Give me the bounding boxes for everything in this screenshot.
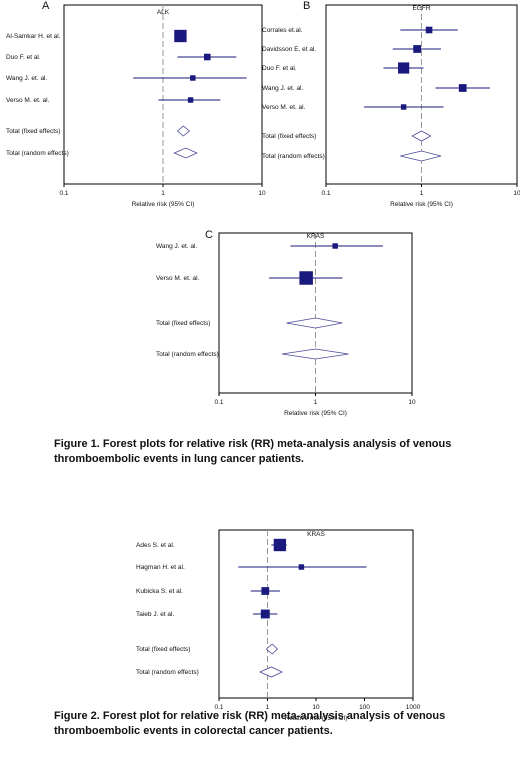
study-label: Duo F. et al.	[6, 54, 41, 61]
plot-frame	[63, 4, 263, 185]
pooled-label: Total (fixed effects)	[136, 646, 190, 653]
panel-letter-a: A	[42, 0, 50, 12]
plot-title: ALK	[157, 9, 170, 16]
forest-plot-kras-colorectal: KRAS 0.1 1 10 100 1000 Relative risk (95% CI) A…	[136, 529, 421, 722]
pooled-label: Total (fixed effects)	[262, 133, 316, 140]
study-point-estimate	[298, 564, 305, 570]
study-point-estimate	[203, 53, 211, 61]
pooled-diamond	[400, 150, 442, 162]
study-label: Taieb J. et al.	[136, 611, 174, 618]
study-point-estimate	[299, 271, 313, 285]
study-label: Hagman H. et al.	[136, 564, 185, 571]
study-label: Al-Samkar H. et al.	[6, 33, 61, 40]
pooled-label: Total (random effects)	[156, 351, 219, 358]
study-label: Wang J. et. al.	[156, 243, 197, 250]
x-tick-label: 1000	[406, 704, 421, 711]
study-point-estimate	[261, 587, 270, 595]
study-label: Ades S. et al.	[136, 542, 175, 549]
study-label: Verso M. et. al.	[6, 97, 50, 104]
x-tick-label: 0.1	[214, 704, 223, 711]
pooled-diamond	[173, 147, 198, 159]
x-tick-label: 100	[359, 704, 370, 711]
x-axis-label: Relative risk (95% CI)	[390, 201, 453, 208]
x-tick-label: 1	[420, 190, 424, 197]
study-point-estimate	[413, 45, 422, 53]
x-axis-label: Relative risk (95% CI)	[285, 715, 348, 722]
figure2-caption: Figure 2. Forest plot for relative risk …	[54, 710, 446, 737]
x-tick-label: 0.1	[214, 399, 223, 406]
pooled-diamond	[176, 125, 191, 137]
pooled-label: Total (random effects)	[6, 150, 69, 157]
x-tick-label: 10	[312, 704, 320, 711]
study-point-estimate	[187, 97, 194, 103]
study-point-estimate	[273, 538, 287, 552]
study-point-estimate	[260, 609, 270, 619]
pooled-diamond	[411, 130, 432, 142]
study-point-estimate	[174, 29, 187, 43]
x-tick-label: 1	[161, 190, 165, 197]
pooled-label: Total (fixed effects)	[6, 128, 60, 135]
study-label: Wang J. et. al.	[262, 85, 303, 92]
panel-letter-c: C	[205, 229, 213, 241]
pooled-diamond	[258, 666, 284, 678]
study-point-estimate	[425, 26, 433, 34]
pooled-diamond	[265, 643, 278, 655]
pooled-diamond	[286, 317, 343, 329]
x-tick-label: 1	[314, 399, 318, 406]
study-label: Corrales et.al.	[262, 27, 303, 34]
study-label: Duo F. et al.	[262, 65, 297, 72]
x-axis-label: Relative risk (95% CI)	[284, 410, 347, 417]
x-tick-label: 10	[513, 190, 520, 197]
x-tick-label: 1	[266, 704, 270, 711]
pooled-diamond	[281, 348, 349, 360]
study-label: Verso M. et. al.	[262, 104, 306, 111]
x-axis-label: Relative risk (95% CI)	[132, 201, 195, 208]
figure1-caption: Figure 1. Forest plots for relative risk…	[54, 438, 452, 465]
study-point-estimate	[400, 104, 407, 110]
study-label: Verso M. et. al.	[156, 275, 200, 282]
plot-title: KRAS	[307, 531, 325, 538]
pooled-label: Total (random effects)	[262, 153, 325, 160]
study-label: Kubicka S. et al.	[136, 588, 183, 595]
forest-plot-alk: ALK 0.1 1 10 Relative risk (95% CI) Al-Samkar…	[6, 4, 266, 208]
x-tick-label: 0.1	[321, 190, 330, 197]
study-point-estimate	[190, 75, 196, 81]
pooled-label: Total (fixed effects)	[156, 320, 210, 327]
study-point-estimate	[332, 243, 338, 249]
pooled-label: Total (random effects)	[136, 669, 199, 676]
x-tick-label: 10	[258, 190, 266, 197]
study-label: Davidsson E. et al.	[262, 46, 316, 53]
plot-frame	[218, 529, 414, 699]
study-point-estimate	[398, 62, 410, 74]
study-label: Wang J. et. al.	[6, 75, 47, 82]
study-point-estimate	[458, 84, 467, 92]
x-tick-label: 0.1	[59, 190, 68, 197]
panel-letter-b: B	[303, 0, 311, 12]
x-tick-label: 10	[408, 399, 416, 406]
